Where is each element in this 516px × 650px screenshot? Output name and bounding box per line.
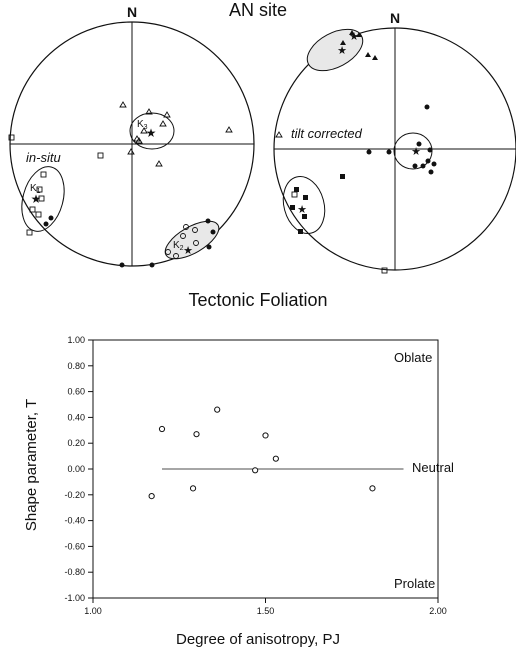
region-label-oblate: Oblate (394, 350, 432, 365)
k3-dots-right (366, 104, 437, 175)
k1-squares-left (8, 134, 104, 236)
stereonet-in-situ: N in-situ K3 K1 K2 ★ ★ ★ (8, 4, 255, 268)
plot-area: 1.00 0.80 0.60 0.40 0.20 0.00 -0.20 -0.40 -0.60 -… (64, 335, 446, 616)
k2-label: K2 (173, 240, 184, 252)
k1-open-triangle-right (275, 131, 283, 138)
data-point (214, 406, 221, 413)
y-tick-label: -1.00 (64, 593, 85, 603)
caption-tilt-corrected: tilt corrected (291, 126, 363, 141)
k3-label: K3 (137, 119, 148, 131)
data-point (252, 467, 259, 474)
k2-dots-left (43, 215, 216, 268)
north-label-left: N (127, 4, 137, 20)
y-axis-label: Shape parameter, T (23, 399, 40, 531)
y-tick-label: -0.80 (64, 567, 85, 577)
k1-ellipse-left (21, 166, 65, 232)
stereonets: N in-situ K3 K1 K2 ★ ★ ★ (8, 4, 516, 274)
k2-squares-right (290, 174, 345, 234)
k3-ellipse-left (129, 112, 175, 150)
y-tick-label: -0.20 (64, 490, 85, 500)
k2-mean-star: ★ (183, 245, 193, 257)
y-tick-label: -0.60 (64, 541, 85, 551)
k2-ellipse-right (282, 176, 326, 234)
k2-open-square-right (291, 191, 388, 274)
k1-mean-star-right: ★ (337, 45, 347, 57)
k1-ellipse-right (306, 28, 364, 72)
data-point (148, 492, 155, 500)
y-tick-label: 0.80 (67, 361, 85, 371)
scatter-chart: 1.00 0.80 0.60 0.40 0.20 0.00 -0.20 -0.40 -0.60 -… (23, 335, 454, 648)
page-title: AN site (228, 0, 288, 20)
data-point (158, 425, 166, 433)
section-title: Tectonic Foliation (188, 290, 328, 310)
k2-open-circles-left (165, 224, 199, 259)
k1-label: K1 (30, 183, 41, 195)
y-tick-label: 0.40 (67, 412, 85, 422)
y-tick-label: -0.40 (64, 516, 85, 526)
k1-mean-star: ★ (31, 192, 42, 206)
k1-mean-star-right-2: ★ (349, 31, 359, 43)
stereonet-tilt-corrected: N tilt corrected ★ ★ ★ ★ (273, 10, 516, 274)
region-label-prolate: Prolate (394, 576, 435, 591)
data-point (193, 431, 200, 438)
data-point (262, 432, 269, 439)
k3-triangles-left (119, 101, 233, 167)
x-tick-label: 1.00 (84, 606, 102, 616)
x-tick-label: 2.00 (429, 606, 447, 616)
k3-mean-star-right: ★ (411, 146, 421, 158)
x-axis-label: Degree of anisotropy, PJ (176, 631, 340, 648)
data-point (189, 485, 197, 492)
k1-triangles-right (340, 30, 378, 60)
y-tick-label: 0.20 (67, 438, 85, 448)
y-tick-label: 1.00 (67, 335, 85, 345)
caption-in-situ: in-situ (26, 150, 61, 165)
north-label-right: N (390, 10, 400, 26)
neutral-label: Neutral (412, 460, 454, 475)
y-tick-label: 0.60 (67, 387, 85, 397)
data-point (369, 485, 376, 492)
data-point (272, 455, 279, 462)
k2-ellipse-left (164, 220, 220, 260)
k3-mean-star: ★ (146, 126, 157, 140)
k2-mean-star-right: ★ (297, 204, 307, 216)
x-tick-label: 1.50 (257, 606, 275, 616)
y-tick-label: 0.00 (67, 464, 85, 474)
